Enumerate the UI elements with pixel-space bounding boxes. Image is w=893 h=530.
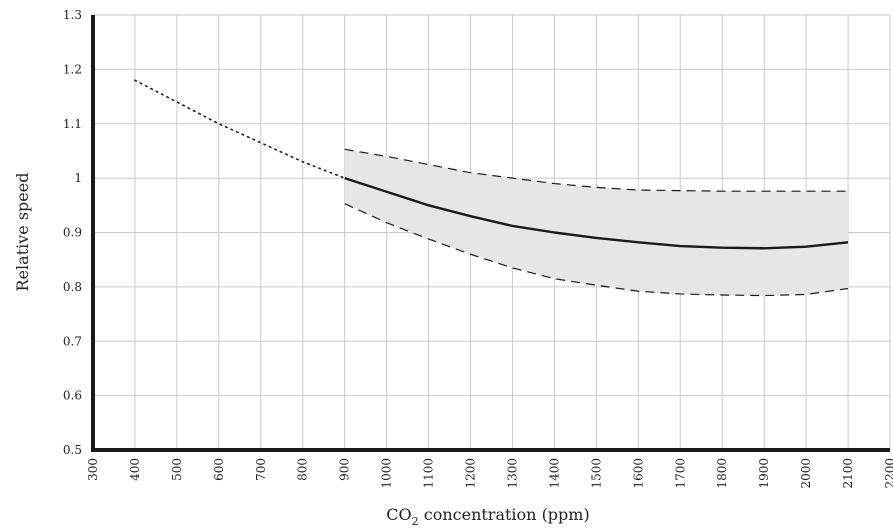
x-tick-label: 1600 bbox=[631, 458, 645, 489]
x-tick-label: 1500 bbox=[589, 458, 603, 489]
x-axis-title: CO2 concentration (ppm) bbox=[386, 505, 589, 528]
y-tick-label: 0.6 bbox=[63, 389, 82, 403]
y-tick-label: 1.2 bbox=[63, 62, 82, 76]
x-tick-label: 700 bbox=[254, 458, 268, 481]
y-tick-label: 0.5 bbox=[63, 443, 82, 457]
series-lines bbox=[134, 79, 849, 297]
upper-bound-line bbox=[344, 148, 849, 192]
x-tick-label: 1000 bbox=[380, 458, 394, 489]
mean-line bbox=[344, 176, 849, 250]
x-tick-label: 1800 bbox=[715, 458, 729, 489]
x-tick-label: 400 bbox=[128, 458, 142, 481]
axes bbox=[91, 15, 890, 452]
y-tick-label: 0.7 bbox=[63, 334, 82, 348]
y-tick-label: 0.8 bbox=[63, 280, 82, 294]
y-tick-label: 0.9 bbox=[63, 226, 82, 240]
extrapolated-line bbox=[134, 79, 346, 179]
x-tick-label: 1900 bbox=[757, 458, 771, 489]
x-tick-label: 900 bbox=[338, 458, 352, 481]
x-tick-label: 1300 bbox=[505, 458, 519, 489]
y-tick-labels: 0.5 0.6 0.7 0.8 0.9 1 1.1 1.2 1.3 bbox=[63, 8, 82, 457]
x-tick-label: 2200 bbox=[883, 458, 893, 489]
x-tick-labels: 300 400 500 600 700 800 900 1000 1100 1200 1300 140… bbox=[86, 458, 893, 489]
x-tick-label: 800 bbox=[296, 458, 310, 481]
x-axis-title-subscript: 2 bbox=[412, 515, 419, 528]
x-tick-label: 1100 bbox=[422, 458, 436, 489]
y-axis-title: Relative speed bbox=[13, 173, 32, 292]
x-tick-label: 1200 bbox=[464, 458, 478, 489]
x-tick-label: 1400 bbox=[547, 458, 561, 489]
x-tick-label: 2100 bbox=[841, 458, 855, 489]
confidence-band bbox=[344, 149, 849, 296]
x-tick-label: 500 bbox=[170, 458, 184, 481]
x-tick-label: 2000 bbox=[799, 458, 813, 489]
lower-bound-line bbox=[344, 203, 849, 297]
y-tick-label: 1.1 bbox=[63, 117, 82, 131]
x-axis-title-suffix: concentration (ppm) bbox=[419, 505, 590, 524]
y-tick-label: 1 bbox=[74, 171, 82, 185]
y-tick-label: 1.3 bbox=[63, 8, 82, 22]
x-axis-title-main: CO bbox=[386, 505, 411, 524]
x-tick-label: 600 bbox=[212, 458, 226, 481]
x-tick-label: 300 bbox=[86, 458, 100, 481]
x-tick-label: 1700 bbox=[673, 458, 687, 489]
